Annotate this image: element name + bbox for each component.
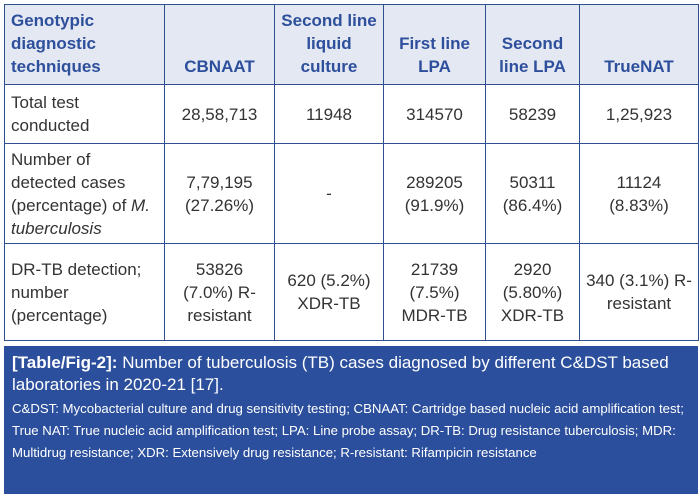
row-label: Number of detected cases (percentage) of… [4,143,165,244]
table-cell: 620 (5.2%) XDR-TB [274,243,384,341]
tb-diagnostics-table: Genotypic diagnostic techniques CBNAAT S… [4,4,699,341]
table-cell: 314570 [383,84,486,144]
header-cell: CBNAAT [164,4,275,85]
header-cell: Second line LPA [485,4,580,85]
table-cell: 28,58,713 [164,84,275,144]
table-row: Number of detected cases (percentage) of… [4,143,699,244]
table-row: Total test conducted 28,58,713 11948 314… [4,84,699,144]
table-cell: 11124 (8.83%) [579,143,699,244]
table-cell: 53826 (7.0%) R-resistant [164,243,275,341]
table-cell: 289205 (91.9%) [383,143,486,244]
header-cell: Second line liquid culture [274,4,384,85]
header-cell: TrueNAT [579,4,699,85]
figure-caption: [Table/Fig-2]: Number of tuberculosis (T… [4,346,698,494]
header-row: Genotypic diagnostic techniques CBNAAT S… [4,4,699,85]
row-label-text: Number of detected cases (percentage) of [11,149,127,215]
table-cell: 7,79,195 (27.26%) [164,143,275,244]
table-cell: 2920 (5.80%) XDR-TB [485,243,580,341]
row-label-italic: M. tuberculosis [11,195,150,238]
caption-text: Number of tuberculosis (TB) cases diagno… [12,353,669,394]
table-cell: - [274,143,384,244]
table-cell: 1,25,923 [579,84,699,144]
header-cell: First line LPA [383,4,486,85]
row-label: DR-TB detection; number (percentage) [4,243,165,341]
table-cell: 11948 [274,84,384,144]
row-label: Total test conducted [4,84,165,144]
table-row: DR-TB detection; number (percentage) 538… [4,243,699,341]
table-cell: 50311 (86.4%) [485,143,580,244]
caption-label: [Table/Fig-2]: [12,353,118,372]
header-cell: Genotypic diagnostic techniques [4,4,165,85]
caption-notes: C&DST: Mycobacterial culture and drug se… [12,401,684,460]
table-cell: 58239 [485,84,580,144]
table-cell: 340 (3.1%) R-resistant [579,243,699,341]
caption-title: [Table/Fig-2]: Number of tuberculosis (T… [12,352,690,396]
table-cell: 21739 (7.5%) MDR-TB [383,243,486,341]
